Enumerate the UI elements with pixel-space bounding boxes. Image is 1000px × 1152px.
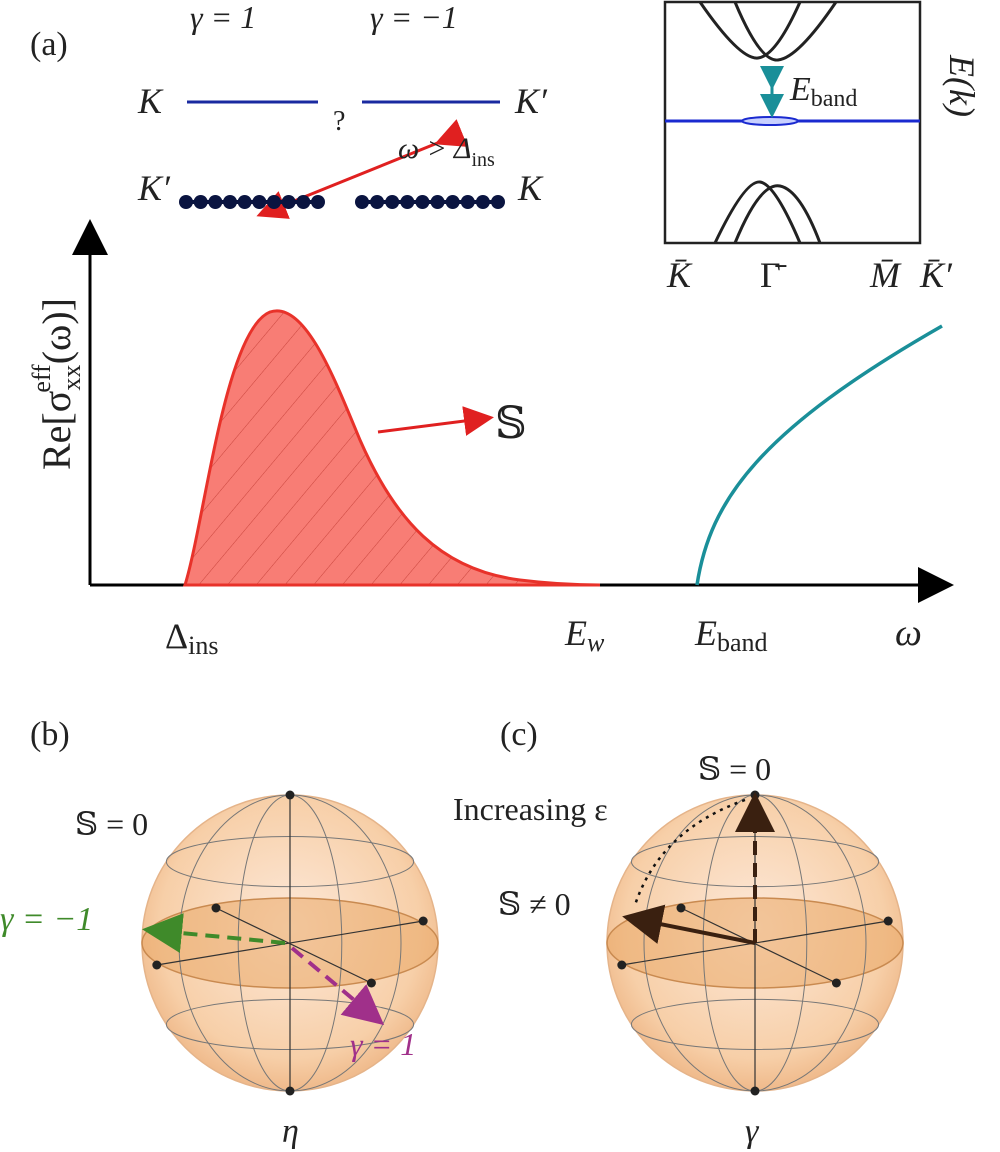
electron-dot xyxy=(296,195,311,209)
s-arrow xyxy=(377,406,494,436)
c-s-zero: 𝕊 = 0 xyxy=(698,751,771,787)
b-gamma-minus: γ = −1 xyxy=(0,901,93,938)
electron-dot xyxy=(385,195,400,209)
electron-dot xyxy=(415,195,430,209)
sphere-point xyxy=(366,978,376,988)
s-label: 𝕊 xyxy=(495,399,527,448)
question-mark: ? xyxy=(333,106,345,137)
c-s-nonzero: 𝕊 ≠ 0 xyxy=(498,886,571,922)
filled-states-right xyxy=(355,195,505,209)
sphere-point xyxy=(750,1086,760,1096)
sphere-point xyxy=(617,960,627,970)
inset-eband-label: Eband xyxy=(789,71,857,112)
k-bottom-right: K xyxy=(517,168,544,208)
sphere-point xyxy=(831,978,841,988)
electron-dot xyxy=(355,195,369,209)
electron-dot xyxy=(400,195,415,209)
tick-gamma: Γ̄ xyxy=(760,255,787,295)
band-absorption-curve xyxy=(695,324,943,586)
electron-dot xyxy=(208,195,223,209)
y-axis-label: Re[σxxeff(ω)] xyxy=(27,298,86,470)
b-s-zero: 𝕊 = 0 xyxy=(75,806,148,842)
sphere-point xyxy=(285,1086,295,1096)
s-nonzero-arrow xyxy=(622,904,756,945)
panel-c-label: (c) xyxy=(500,716,538,753)
gamma-plus-arrow xyxy=(290,946,385,1026)
electron-dot xyxy=(237,195,252,209)
electron-dot xyxy=(460,195,475,209)
b-axis-eta: η⃗ xyxy=(282,1113,325,1150)
electron-dot xyxy=(179,195,193,209)
kp-top-right: K′ xyxy=(514,81,548,121)
increasing-eps-path xyxy=(633,798,746,906)
xtick-delta-ins: Δins xyxy=(165,616,219,660)
xtick-ew: Ew xyxy=(564,613,605,657)
c-axis-gamma: γ⃗ xyxy=(745,1113,785,1150)
electron-dot xyxy=(252,195,267,209)
sphere-point xyxy=(676,903,686,913)
sphere-point xyxy=(285,790,295,800)
gamma-minus-label: γ = −1 xyxy=(370,0,458,35)
electron-dot xyxy=(475,195,490,209)
gamma-plus-label: γ = 1 xyxy=(190,0,256,35)
tick-kprime: K̄′ xyxy=(919,255,953,295)
electron-dot xyxy=(267,195,281,209)
tick-k: K̄ xyxy=(666,255,693,295)
filled-states-left xyxy=(179,195,325,209)
sphere-point xyxy=(152,960,162,970)
electron-dot xyxy=(430,195,445,209)
sphere-point xyxy=(750,790,760,800)
insulator-peak xyxy=(182,309,601,587)
electron-dot xyxy=(370,195,385,209)
c-increasing-eps: Increasing ε xyxy=(453,791,608,827)
electron-dot xyxy=(223,195,237,209)
xtick-eband: Eband xyxy=(694,613,768,657)
panel-b-label: (b) xyxy=(30,716,70,753)
electron-dot xyxy=(281,195,296,209)
tick-m: M̄ xyxy=(869,255,902,295)
electron-dot xyxy=(193,195,208,209)
transition-condition: ω > Δins xyxy=(398,132,495,171)
sphere-point xyxy=(883,916,893,926)
kp-bottom-left: K′ xyxy=(137,168,171,208)
inset-ylabel: E(k) xyxy=(942,54,982,117)
electron-dot xyxy=(445,195,460,209)
electron-dot xyxy=(311,195,325,209)
k-top-left: K xyxy=(137,81,164,121)
electron-dot xyxy=(491,195,505,209)
band-structure-inset xyxy=(663,0,922,245)
sphere-point xyxy=(211,903,221,913)
xtick-omega: ω xyxy=(895,612,922,654)
panel-a-label: (a) xyxy=(30,26,68,63)
sphere-point xyxy=(418,916,428,926)
b-gamma-plus: γ = 1 xyxy=(350,1026,416,1062)
gamma-minus-arrow xyxy=(142,913,286,953)
